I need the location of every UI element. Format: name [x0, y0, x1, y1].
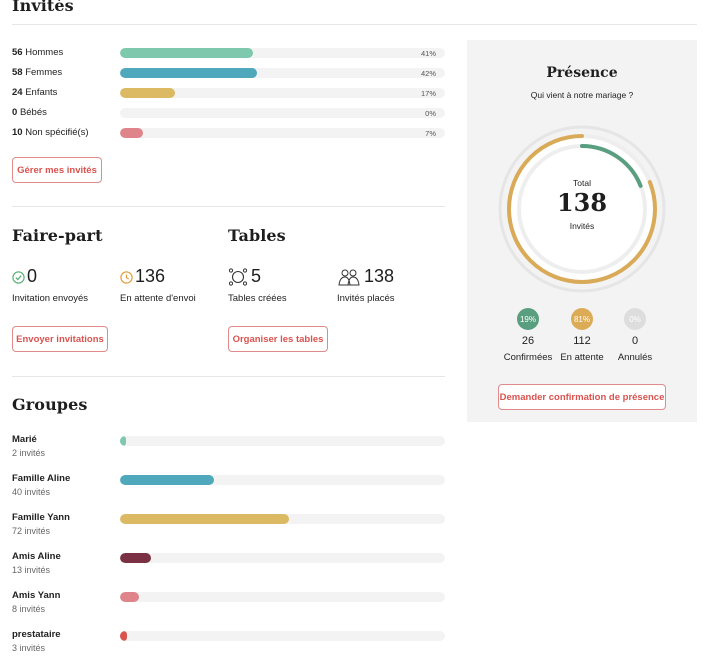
- confirmed-arc: [517, 144, 647, 274]
- invite-category-bar-fill: [120, 68, 257, 78]
- manage-guests-button[interactable]: Gérer mes invités: [12, 157, 102, 183]
- invite-category-name: Non spécifié(s): [25, 127, 89, 138]
- invite-category-count: 56: [12, 47, 23, 58]
- group-bar: [120, 631, 445, 641]
- group-count: 8 invités: [12, 604, 46, 614]
- invite-category-label: 0 Bébés: [12, 107, 47, 118]
- invite-category-bar: 0%: [120, 108, 445, 118]
- presence-status-label: Confirmées: [503, 352, 553, 363]
- group-bar-fill: [120, 436, 126, 446]
- invite-category-label: 24 Enfants: [12, 87, 57, 98]
- pending-arc: [507, 134, 657, 284]
- group-count: 13 invités: [12, 565, 51, 575]
- presence-count: 26: [521, 335, 535, 347]
- invitations-pending-label: En attente d'envoi: [120, 293, 196, 304]
- invite-category-name: Femmes: [25, 67, 63, 78]
- invite-category-count: 24: [12, 87, 23, 98]
- presence-subtitle: Qui vient à notre mariage ?: [530, 90, 634, 100]
- invite-category-percent: 17%: [420, 89, 436, 98]
- invite-category-count: 0: [12, 107, 18, 118]
- invite-category-percent: 7%: [425, 129, 436, 138]
- invite-category-label: 56 Hommes: [12, 47, 63, 58]
- invite-category-bar: 41%: [120, 48, 445, 58]
- presence-percent-badge: 81%: [571, 308, 593, 330]
- divider: [12, 24, 697, 25]
- invitations-sent-count: 0: [27, 266, 38, 286]
- group-bar-fill: [120, 553, 151, 563]
- invites-title: Invités: [12, 0, 74, 15]
- faire-part-title: Faire-part: [12, 226, 103, 245]
- total-label: Total: [573, 178, 591, 188]
- organize-tables-button[interactable]: Organiser les tables: [228, 326, 328, 352]
- invite-category-bar: 7%: [120, 128, 445, 138]
- invite-category-bar: 42%: [120, 68, 445, 78]
- group-bar-fill: [120, 475, 215, 485]
- check-circle-icon: [12, 271, 25, 284]
- round-table-icon: [228, 268, 248, 286]
- invite-category-count: 58: [12, 67, 23, 78]
- presence-count: 0: [631, 335, 639, 347]
- group-bar: [120, 514, 445, 524]
- group-name[interactable]: Famille Yann: [12, 512, 70, 523]
- invite-category-name: Enfants: [25, 87, 58, 98]
- group-name[interactable]: Amis Yann: [12, 590, 61, 601]
- tables-title: Tables: [228, 226, 286, 245]
- invite-category-count: 10: [12, 127, 23, 138]
- invite-category-bar: 17%: [120, 88, 445, 98]
- invitations-sent-label: Invitation envoyés: [12, 293, 89, 304]
- total-unit: Invités: [569, 221, 595, 231]
- presence-donut: [498, 125, 666, 293]
- guests-seated-count: 138: [364, 266, 395, 286]
- group-count: 3 invités: [12, 643, 46, 653]
- group-bar-fill: [120, 592, 139, 602]
- clock-icon: [120, 271, 133, 284]
- group-bar: [120, 475, 445, 485]
- group-bar: [120, 553, 445, 563]
- presence-status-label: En attente: [560, 352, 604, 363]
- group-name[interactable]: prestataire: [12, 629, 61, 640]
- group-name[interactable]: Marié: [12, 434, 37, 445]
- groups-title: Groupes: [12, 395, 88, 414]
- group-name[interactable]: Famille Aline: [12, 473, 71, 484]
- invite-category-label: 58 Femmes: [12, 67, 62, 78]
- invite-category-percent: 0%: [425, 109, 436, 118]
- group-count: 2 invités: [12, 448, 46, 458]
- presence-percent-badge: 0%: [624, 308, 646, 330]
- group-bar-fill: [120, 631, 128, 641]
- invite-category-bar-fill: [120, 48, 254, 58]
- invitations-pending-count: 136: [135, 266, 166, 286]
- presence-panel: Présence Qui vient à notre mariage ? Tot…: [467, 40, 697, 422]
- invite-category-percent: 42%: [420, 69, 436, 78]
- tables-created-count: 5: [251, 266, 262, 286]
- guests-seated-label: Invités placés: [337, 293, 395, 304]
- presence-count: 112: [573, 335, 591, 347]
- total-value: 138: [556, 188, 608, 217]
- couple-icon: [337, 268, 361, 286]
- invite-category-bar-fill: [120, 128, 143, 138]
- presence-status-label: Annulés: [617, 352, 653, 363]
- divider: [12, 206, 445, 207]
- group-name[interactable]: Amis Aline: [12, 551, 61, 562]
- invite-category-bar-fill: [120, 88, 176, 98]
- invite-category-label: 10 Non spécifié(s): [12, 127, 89, 138]
- group-bar: [120, 592, 445, 602]
- presence-title: Présence: [546, 65, 618, 81]
- tables-created-label: Tables créées: [228, 293, 287, 304]
- request-confirmation-button[interactable]: Demander confirmation de présence: [498, 384, 666, 410]
- group-count: 72 invités: [12, 526, 51, 536]
- presence-percent-badge: 19%: [517, 308, 539, 330]
- divider: [12, 376, 445, 377]
- group-bar: [120, 436, 445, 446]
- invite-category-name: Bébés: [19, 107, 47, 118]
- invite-category-name: Hommes: [25, 47, 64, 58]
- invite-category-percent: 41%: [420, 49, 436, 58]
- group-count: 40 invités: [12, 487, 51, 497]
- send-invitations-button[interactable]: Envoyer invitations: [12, 326, 108, 352]
- group-bar-fill: [120, 514, 289, 524]
